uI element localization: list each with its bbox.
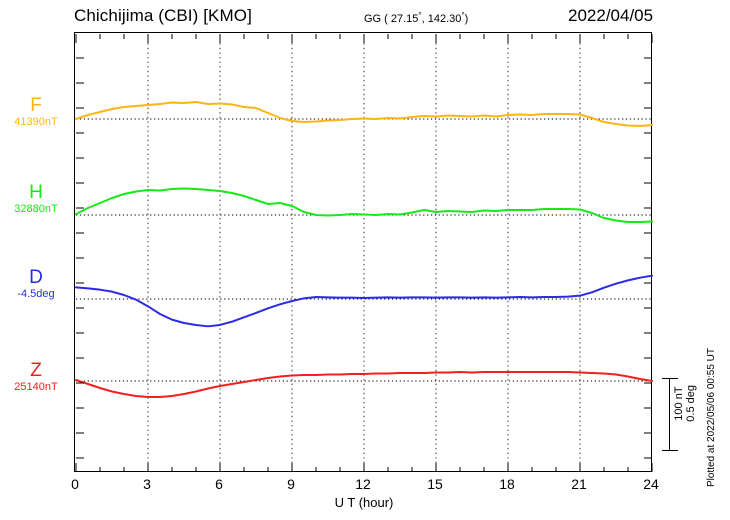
scale-bar-label: 100 nT 0.5 deg <box>673 385 697 422</box>
page-title: Chichijima (CBI) [KMO] <box>74 6 252 25</box>
component-baseline-value-D: -4.5deg <box>17 288 55 300</box>
magnetogram-canvas <box>75 34 653 472</box>
trace-H <box>75 187 653 223</box>
trace-Z <box>75 371 653 398</box>
component-baseline-value-Z: 25140nT <box>14 381 58 393</box>
x-axis-title-text: U T (hour) <box>334 495 394 510</box>
x-tick-label-9: 9 <box>287 476 295 492</box>
geographic-coordinates: GG ( 27.15°, 142.30°) <box>364 11 468 25</box>
x-tick-label-21: 21 <box>571 476 587 492</box>
component-label-F: F 41390nT <box>0 96 72 129</box>
plotted-at-timestamp: Plotted at 2022/05/06 00:55 UT <box>706 348 717 487</box>
vertical-gridlines <box>147 34 581 472</box>
component-traces <box>75 101 653 398</box>
axis-ticks <box>75 34 653 472</box>
x-tick-label-12: 12 <box>355 476 371 492</box>
x-tick-label-0: 0 <box>71 476 79 492</box>
component-label-Z: Z 25140nT <box>0 361 72 394</box>
scale-bar-bottom-cap <box>662 450 678 451</box>
coords-prefix: GG ( 27.15 <box>364 13 419 25</box>
trace-D <box>75 274 653 328</box>
x-tick-label-15: 15 <box>427 476 443 492</box>
coords-mid: , 142.30 <box>421 13 462 25</box>
component-symbol-F: F <box>30 95 42 116</box>
x-tick-label-6: 6 <box>215 476 223 492</box>
component-symbol-H: H <box>29 182 43 203</box>
scale-bar-deg: 0.5 deg <box>685 385 697 422</box>
scale-bar <box>662 378 678 451</box>
degree-sign-lon: ° <box>461 11 465 20</box>
plot-area <box>74 32 653 472</box>
x-axis-title: U T (hour) <box>0 495 730 510</box>
scale-bar-top-cap <box>662 378 678 379</box>
component-symbol-Z: Z <box>30 360 42 381</box>
trace-F <box>75 101 653 127</box>
component-baselines <box>76 118 652 382</box>
component-label-H: H 32880nT <box>0 183 72 216</box>
degree-sign-lat: ° <box>418 11 422 20</box>
component-label-D: D -4.5deg <box>0 268 72 301</box>
scale-bar-line <box>669 378 670 451</box>
x-tick-label-18: 18 <box>499 476 515 492</box>
x-tick-label-3: 3 <box>143 476 151 492</box>
x-tick-label-24: 24 <box>643 476 659 492</box>
component-baseline-value-F: 41390nT <box>14 116 58 128</box>
scale-bar-nt: 100 nT <box>673 386 685 421</box>
component-baseline-value-H: 32880nT <box>14 203 58 215</box>
observation-date: 2022/04/05 <box>568 6 654 25</box>
component-symbol-D: D <box>29 267 43 288</box>
coords-suffix: ) <box>464 13 469 25</box>
